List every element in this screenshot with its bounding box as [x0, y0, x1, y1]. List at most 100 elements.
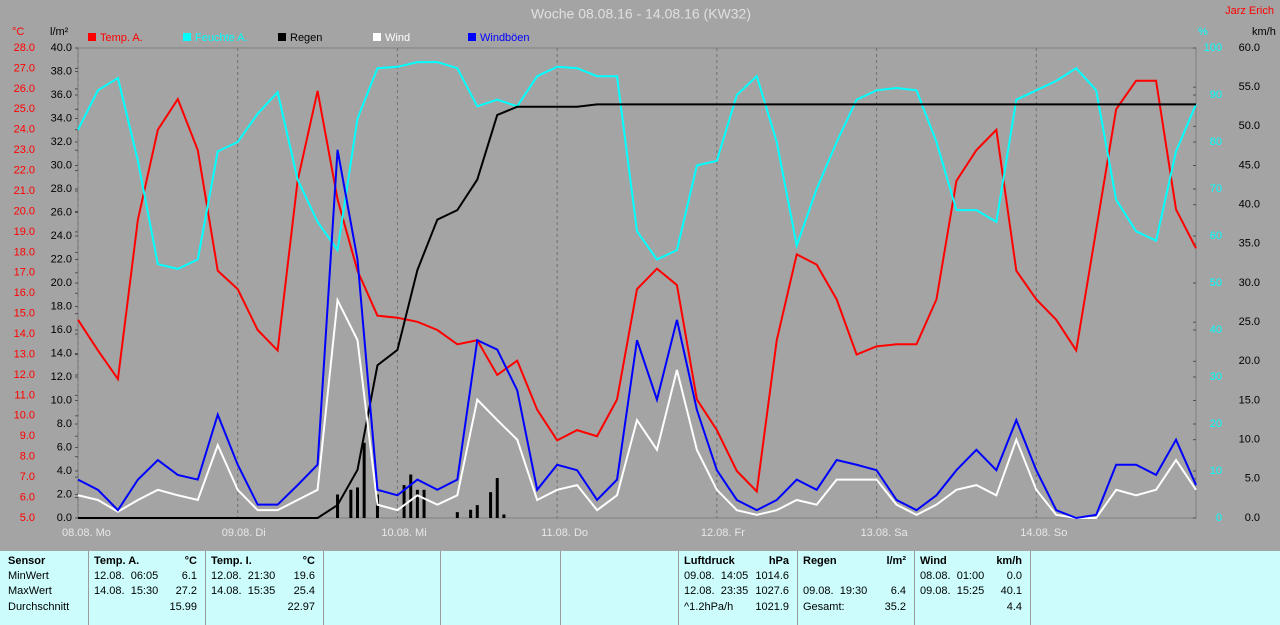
y2-tick-label: 28.0	[51, 183, 72, 195]
separator	[797, 551, 798, 625]
stat-label: 14.08. 15:35	[211, 585, 276, 597]
y-tick-label: 23.0	[14, 144, 35, 156]
chart-title: Woche 08.08.16 - 14.08.16 (KW32)	[531, 6, 751, 22]
panel-unit: hPa	[768, 555, 789, 567]
y3-unit: %	[1198, 26, 1208, 38]
separator	[88, 551, 89, 625]
panel-unit: km/h	[996, 555, 1022, 567]
stat-label: 12.08. 06:05	[94, 570, 159, 582]
stat-value: 6.4	[890, 585, 906, 597]
stat-label: 09.08. 19:30	[803, 585, 868, 597]
x-tick-label: 10.08. Mi	[381, 527, 426, 539]
rain-bar	[455, 512, 459, 518]
legend-label: Wind	[385, 32, 410, 44]
y2-tick-label: 6.0	[57, 441, 72, 453]
y2-tick-label: 40.0	[51, 42, 72, 54]
rain-bar	[495, 478, 499, 518]
y2-tick-label: 18.0	[51, 300, 72, 312]
y-tick-label: 18.0	[14, 246, 35, 258]
rain-bar	[502, 514, 506, 518]
y-tick-label: 21.0	[14, 185, 35, 197]
plot-area	[77, 47, 1197, 519]
y2-tick-label: 4.0	[57, 465, 72, 477]
y4-tick-label: 5.0	[1245, 473, 1260, 485]
y-tick-label: 6.0	[20, 491, 35, 503]
series-line	[77, 79, 1197, 494]
y-tick-label: 28.0	[14, 42, 35, 54]
y2-tick-label: 36.0	[51, 89, 72, 101]
y-tick-label: 13.0	[14, 348, 35, 360]
legend-swatch	[468, 33, 476, 41]
y-tick-label: 5.0	[20, 512, 35, 524]
legend-label: Temp. A.	[100, 32, 143, 44]
y-tick-label: 24.0	[14, 124, 35, 136]
y3-tick-label: 30	[1210, 371, 1222, 383]
y3-tick-label: 50	[1210, 277, 1222, 289]
rain-bar	[489, 492, 493, 518]
stat-value: 25.4	[293, 585, 315, 597]
stat-value: 35.2	[884, 601, 906, 613]
separator	[678, 551, 679, 625]
panel-title: Regen	[803, 555, 837, 567]
y4-tick-label: 30.0	[1239, 277, 1260, 289]
author: Jarz Erich	[1225, 5, 1274, 17]
stat-value: 27.2	[175, 585, 197, 597]
y2-tick-label: 30.0	[51, 159, 72, 171]
y4-unit: km/h	[1252, 26, 1276, 38]
y-tick-label: 17.0	[14, 267, 35, 279]
y3-tick-label: 70	[1210, 183, 1222, 195]
y4-tick-label: 50.0	[1239, 120, 1260, 132]
y3-tick-label: 60	[1210, 230, 1222, 242]
y2-tick-label: 32.0	[51, 136, 72, 148]
rain-bar	[469, 509, 473, 518]
y4-tick-label: 60.0	[1239, 42, 1260, 54]
y4-tick-label: 20.0	[1239, 355, 1260, 367]
y2-tick-label: 14.0	[51, 347, 72, 359]
panel-title: Temp. A.	[94, 555, 140, 567]
y4-tick-label: 0.0	[1245, 512, 1260, 524]
x-tick-label: 12.08. Fr	[701, 527, 745, 539]
stat-label: 09.08. 14:05	[684, 570, 749, 582]
separator	[440, 551, 441, 625]
y-tick-label: 8.0	[20, 451, 35, 463]
y4-tick-label: 40.0	[1239, 199, 1260, 211]
y3-tick-label: 40	[1210, 324, 1222, 336]
legend-label: Feuchte A.	[195, 32, 248, 44]
x-tick-label: 13.08. Sa	[861, 527, 909, 539]
y4-tick-label: 35.0	[1239, 238, 1260, 250]
rain-bar	[356, 487, 359, 518]
y2-tick-label: 24.0	[51, 230, 72, 242]
stat-value: 1014.6	[755, 570, 789, 582]
stat-label: 12.08. 21:30	[211, 570, 276, 582]
y-tick-label: 10.0	[14, 410, 35, 422]
stat-value: 6.1	[181, 570, 197, 582]
y3-tick-label: 10	[1210, 465, 1222, 477]
rain-bar	[409, 474, 413, 518]
legend-swatch	[88, 33, 96, 41]
y2-tick-label: 0.0	[57, 512, 72, 524]
y4-tick-label: 15.0	[1239, 394, 1260, 406]
panel-unit: °C	[302, 555, 315, 567]
rain-bar	[422, 489, 426, 518]
stat-value: 40.1	[1000, 585, 1022, 597]
x-tick-label: 11.08. Do	[541, 527, 588, 539]
y-tick-label: 14.0	[14, 328, 35, 340]
chart: Woche 08.08.16 - 14.08.16 (KW32) Jarz Er…	[12, 4, 1276, 539]
stat-value: 0.0	[1006, 570, 1022, 582]
stat-value: 19.6	[293, 570, 315, 582]
y-tick-label: 19.0	[14, 226, 35, 238]
stat-value: 4.4	[1006, 601, 1022, 613]
row-label: Durchschnitt	[8, 601, 70, 613]
rain-bar	[402, 485, 406, 518]
legend-label: Regen	[290, 32, 322, 44]
stat-label: 09.08. 15:25	[920, 585, 985, 597]
y3-tick-label: 20	[1210, 418, 1222, 430]
y2-tick-label: 12.0	[51, 371, 72, 383]
separator	[1030, 551, 1031, 625]
y-tick-label: 20.0	[14, 205, 35, 217]
y2-tick-label: 2.0	[57, 488, 72, 500]
series-line	[78, 103, 1196, 519]
stat-label: Gesamt:	[803, 601, 845, 613]
rain-bar	[375, 494, 379, 518]
